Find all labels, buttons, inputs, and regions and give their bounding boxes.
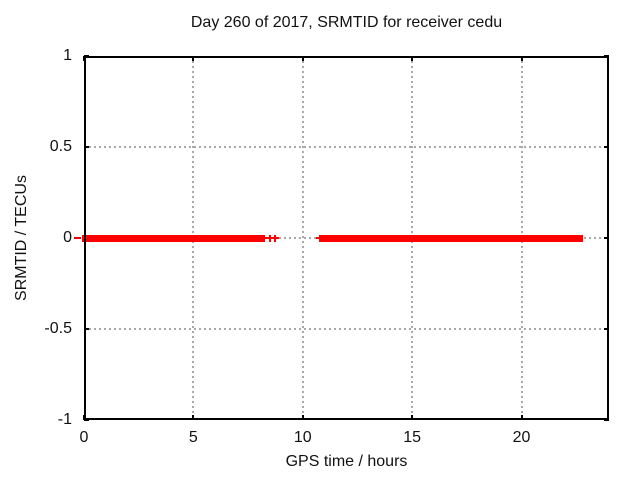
y-tick-mark — [84, 55, 89, 57]
x-axis-label: GPS time / hours — [285, 453, 408, 470]
y-gridline — [84, 328, 609, 330]
x-tick-label: 10 — [293, 429, 312, 446]
x-tick-mark — [520, 415, 523, 420]
y-tick-mark — [604, 55, 609, 57]
y-tick-label: 0.5 — [49, 138, 72, 155]
y-tick-mark — [84, 328, 89, 330]
data-band — [82, 235, 262, 242]
x-tick-label: 5 — [188, 429, 198, 446]
chart-title: Day 260 of 2017, SRMTID for receiver ced… — [190, 14, 503, 31]
y-tick-label: 1 — [63, 47, 72, 64]
x-tick-mark — [301, 415, 304, 420]
plot-area — [73, 55, 609, 421]
x-tick-mark — [192, 415, 195, 420]
y-tick-mark — [84, 146, 89, 148]
y-tick-mark — [604, 419, 609, 421]
x-tick-label: 15 — [403, 429, 422, 446]
y-tick-mark — [84, 419, 89, 421]
y-tick-mark — [604, 328, 609, 330]
data-edge-dash — [73, 237, 81, 239]
x-tick-mark — [192, 56, 195, 61]
y-tick-mark — [604, 237, 609, 239]
x-tick-mark — [411, 56, 414, 61]
data-point-plus — [266, 237, 274, 239]
data-point-plus — [261, 237, 269, 239]
y-tick-label: -1 — [57, 411, 72, 428]
y-tick-label: -0.5 — [44, 320, 72, 337]
x-tick-label: 0 — [79, 429, 89, 446]
data-band — [318, 235, 583, 242]
data-point-plus — [271, 237, 279, 239]
y-tick-mark — [604, 146, 609, 148]
y-tick-label: 0 — [63, 229, 72, 246]
x-tick-label: 20 — [512, 429, 531, 446]
y-gridline — [84, 146, 609, 148]
x-tick-mark — [520, 56, 523, 61]
x-tick-mark — [411, 415, 414, 420]
x-tick-mark — [301, 56, 304, 61]
data-edge-dash — [315, 237, 323, 239]
